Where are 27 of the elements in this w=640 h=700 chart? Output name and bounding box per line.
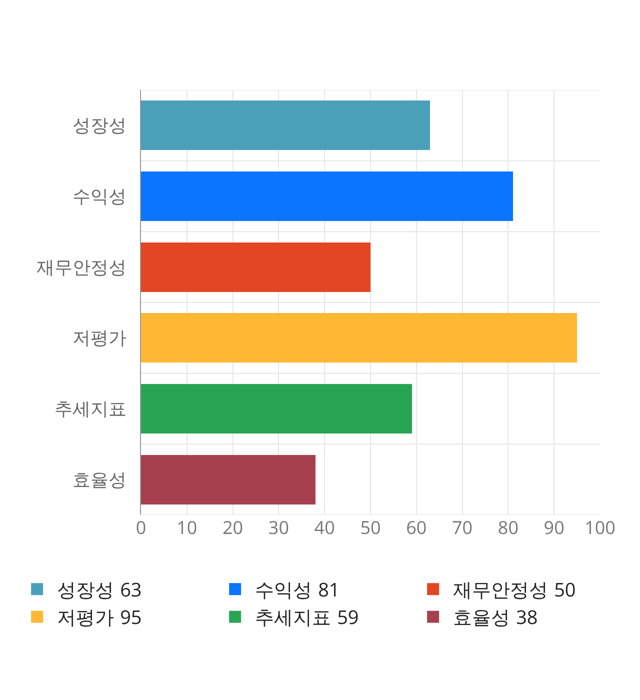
x-tick-label: 0 (136, 516, 146, 540)
x-tick-label: 70 (452, 516, 473, 540)
x-tick-label: 90 (544, 516, 564, 540)
text: 38 (516, 604, 538, 630)
y-tick-label: 재무안정성 (36, 255, 126, 280)
x-tick-label: 80 (498, 516, 518, 540)
x-tick-label: 40 (314, 516, 335, 540)
text: 81 (318, 576, 340, 603)
y-tick-label: 수익성 (72, 184, 126, 209)
x-tick-label: 60 (406, 516, 427, 540)
text: 59 (337, 604, 359, 630)
legend-label: 재무안정성 (453, 576, 548, 603)
x-tick-label: 10 (176, 516, 198, 540)
y-tick-label: 성장성 (72, 114, 126, 138)
x-tick-label: 30 (268, 516, 289, 540)
x-tick-label: 50 (360, 516, 381, 540)
text: 63 (120, 576, 142, 603)
x-tick-label: 20 (222, 516, 244, 540)
legend-label: 수익성 (255, 576, 312, 603)
x-tick-label: 100 (584, 516, 616, 540)
legend-label: 효율성 (453, 604, 510, 630)
legend-label: 추세지표 (255, 604, 332, 630)
text: 50 (554, 576, 576, 603)
y-tick-label: 추세지표 (54, 397, 126, 422)
text: 95 (120, 604, 142, 630)
y-tick-label: 효율성 (72, 468, 126, 492)
y-tick-label: 저평가 (72, 326, 126, 350)
